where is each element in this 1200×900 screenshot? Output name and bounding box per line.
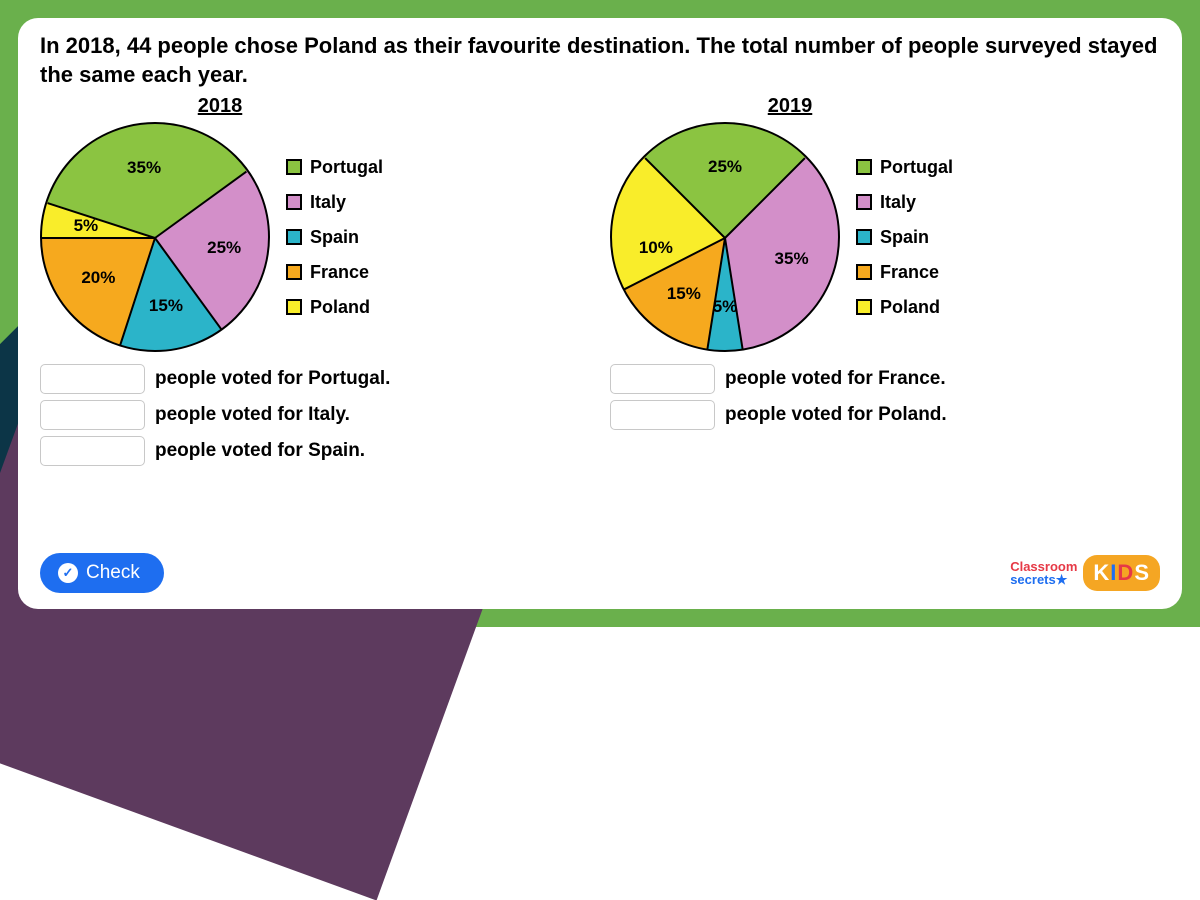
swatch-france [286, 264, 302, 280]
swatch-portugal [286, 159, 302, 175]
panel-2019: 201925%35%5%15%10%PortugalItalySpainFran… [610, 95, 1160, 553]
slice-label-portugal: 35% [127, 158, 161, 178]
swatch-spain [856, 229, 872, 245]
slice-label-spain: 15% [149, 296, 183, 316]
answers: people voted for Portugal. people voted f… [40, 364, 590, 466]
legend-item-italy: Italy [286, 192, 383, 213]
swatch-portugal [856, 159, 872, 175]
swatch-spain [286, 229, 302, 245]
answer-input[interactable] [610, 364, 715, 394]
pie-chart-2018: 35% 25% 15% 20% 5% [40, 122, 270, 352]
legend-item-poland: Poland [286, 297, 383, 318]
slice-label-poland: 5% [74, 216, 99, 236]
panel-2018: 201835%25%15%20%5%PortugalItalySpainFran… [40, 95, 590, 553]
swatch-italy [286, 194, 302, 210]
answer-suffix: people voted for Portugal. [155, 368, 390, 390]
chart-panels: 201835%25%15%20%5%PortugalItalySpainFran… [40, 95, 1160, 553]
answer-row: people voted for Poland. [610, 400, 1160, 430]
swatch-poland [856, 299, 872, 315]
card-footer: ✓ Check Classroom secrets★ KIDS [40, 553, 1160, 593]
pie-chart-2019: 25% 35% 5% 15% 10% [610, 122, 840, 352]
outer-frame: In 2018, 44 people chose Poland as their… [0, 0, 1200, 627]
legend-item-portugal: Portugal [286, 157, 383, 178]
legend-item-france: France [856, 262, 953, 283]
check-icon: ✓ [58, 563, 78, 583]
answer-row: people voted for Spain. [40, 436, 590, 466]
brand-classroom-secrets: Classroom secrets★ [1010, 560, 1077, 586]
legend-item-portugal: Portugal [856, 157, 953, 178]
answers: people voted for France. people voted for… [610, 364, 1160, 430]
legend: Portugal Italy Spain France Poland [286, 157, 383, 318]
year-title: 2019 [420, 95, 1160, 118]
swatch-france [856, 264, 872, 280]
legend-item-france: France [286, 262, 383, 283]
slice-label-italy: 35% [775, 249, 809, 269]
answer-input[interactable] [40, 436, 145, 466]
slice-label-france: 15% [667, 284, 701, 304]
slice-label-poland: 10% [639, 238, 673, 258]
answer-row: people voted for France. [610, 364, 1160, 394]
check-label: Check [86, 562, 140, 584]
legend-item-spain: Spain [286, 227, 383, 248]
slice-label-spain: 5% [713, 297, 738, 317]
answer-suffix: people voted for Spain. [155, 440, 365, 462]
answer-input[interactable] [40, 364, 145, 394]
slice-label-france: 20% [81, 268, 115, 288]
check-button[interactable]: ✓ Check [40, 553, 164, 593]
swatch-italy [856, 194, 872, 210]
answer-input[interactable] [40, 400, 145, 430]
answer-suffix: people voted for Poland. [725, 404, 947, 426]
question-card: In 2018, 44 people chose Poland as their… [18, 18, 1182, 609]
brand-logo: Classroom secrets★ KIDS [1010, 555, 1160, 591]
brand-kids: KIDS [1083, 555, 1160, 591]
slice-label-italy: 25% [207, 238, 241, 258]
legend: Portugal Italy Spain France Poland [856, 157, 953, 318]
chart-row: 35%25%15%20%5%PortugalItalySpainFrancePo… [40, 122, 590, 352]
answer-suffix: people voted for Italy. [155, 404, 350, 426]
legend-item-spain: Spain [856, 227, 953, 248]
answer-row: people voted for Portugal. [40, 364, 590, 394]
answer-row: people voted for Italy. [40, 400, 590, 430]
legend-item-italy: Italy [856, 192, 953, 213]
chart-row: 25%35%5%15%10%PortugalItalySpainFrancePo… [610, 122, 1160, 352]
question-text: In 2018, 44 people chose Poland as their… [40, 32, 1160, 89]
legend-item-poland: Poland [856, 297, 953, 318]
answer-suffix: people voted for France. [725, 368, 946, 390]
slice-label-portugal: 25% [708, 157, 742, 177]
answer-input[interactable] [610, 400, 715, 430]
swatch-poland [286, 299, 302, 315]
